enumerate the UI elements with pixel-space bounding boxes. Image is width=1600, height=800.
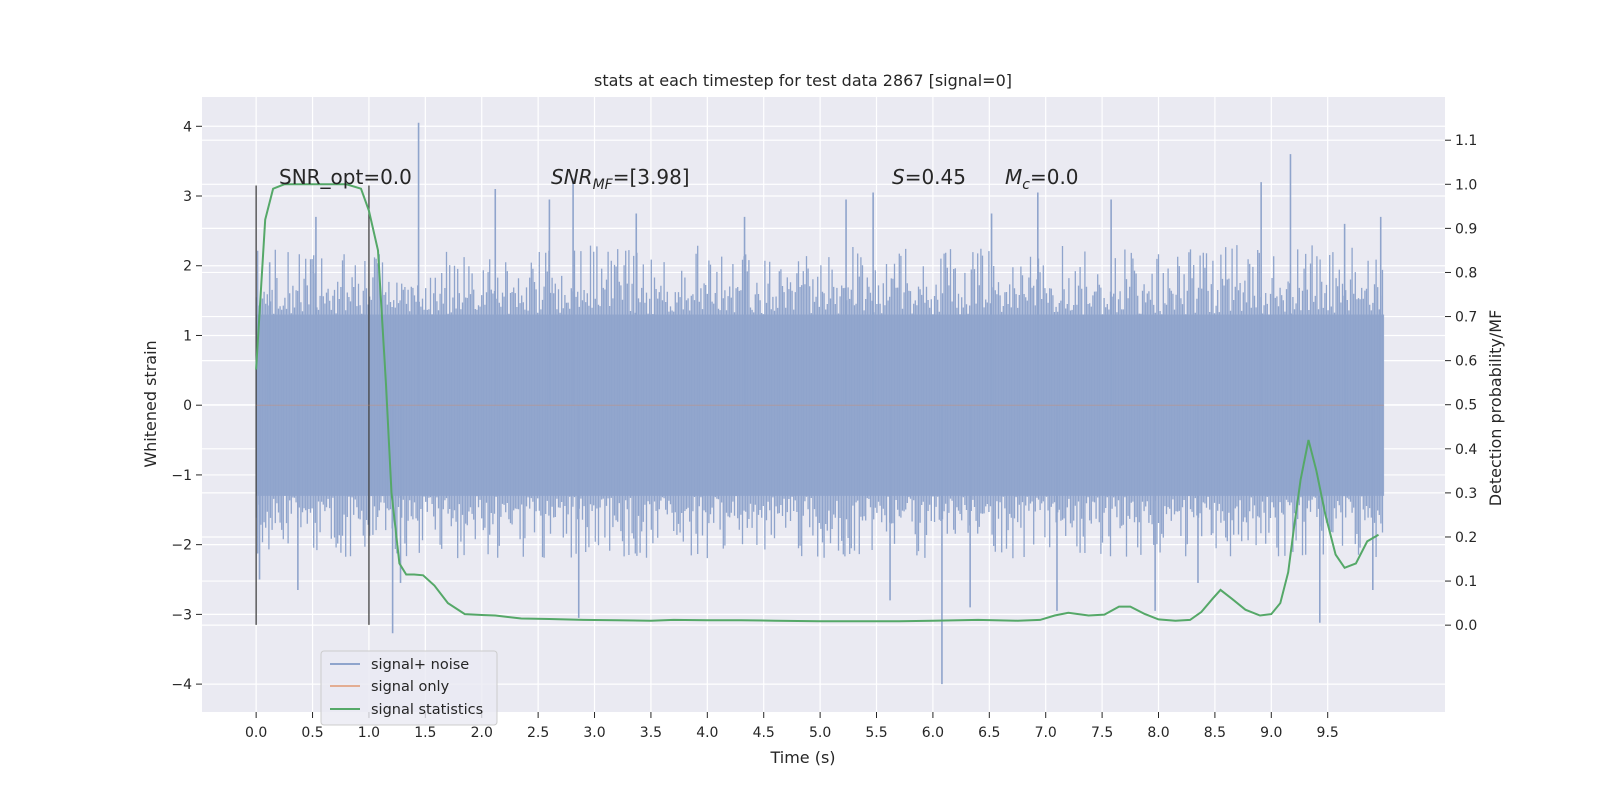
y-axis-label-left: Whitened strain xyxy=(141,340,160,467)
x-tick-label: 7.5 xyxy=(1091,725,1113,741)
y-right-tick-label: 0.1 xyxy=(1455,574,1477,590)
annotation-snr-opt: SNR_opt=0.0 xyxy=(279,165,412,189)
x-tick-label: 5.5 xyxy=(865,725,887,741)
x-tick-label: 0.5 xyxy=(301,725,323,741)
y-tick-label: 0 xyxy=(183,398,192,414)
annotation-mc-var: M xyxy=(1005,165,1022,189)
y-right-tick-label: 0.4 xyxy=(1455,442,1477,458)
x-tick-label: 1.0 xyxy=(358,725,380,741)
noise-core-band xyxy=(256,314,1385,496)
annotation-mc-sub: c xyxy=(1022,177,1030,193)
x-tick-label: 3.5 xyxy=(640,725,662,741)
x-tick-label: 8.5 xyxy=(1204,725,1226,741)
y-right-tick-label: 0.5 xyxy=(1455,398,1477,414)
annotation-snr-mf-base: SNR xyxy=(551,165,593,189)
legend-label-signal-noise: signal+ noise xyxy=(371,657,469,673)
x-tick-label: 9.0 xyxy=(1260,725,1282,741)
x-tick-label: 6.0 xyxy=(922,725,944,741)
y-right-tick-label: 0.8 xyxy=(1455,265,1477,281)
y-right-tick-label: 0.3 xyxy=(1455,486,1477,502)
y-right-tick-label: 0.0 xyxy=(1455,618,1477,634)
legend-label-signal-statistics: signal statistics xyxy=(371,702,483,718)
x-tick-label: 4.5 xyxy=(753,725,775,741)
y-right-tick-label: 0.2 xyxy=(1455,530,1477,546)
annotation-s-value: =0.45 xyxy=(905,165,966,189)
y-tick-label: 2 xyxy=(183,259,192,275)
series-signal-noise xyxy=(255,122,1385,685)
y-tick-label: 4 xyxy=(183,119,192,135)
x-tick-label: 3.0 xyxy=(583,725,605,741)
annotation-mc-value: =0.0 xyxy=(1030,165,1079,189)
y-tick-label: −1 xyxy=(171,468,192,484)
x-ticks: 0.0 0.5 1.0 1.5 2.0 2.5 3.0 3.5 4.0 4.5 5.0 5.5 6.0 6… xyxy=(245,712,1339,741)
x-tick-label: 5.0 xyxy=(809,725,831,741)
signal-statistics-line xyxy=(255,183,1380,623)
y-ticks-right: 0.0 0.1 0.2 0.3 0.4 0.5 0.6 0.7 0.8 0.9 1.0 1.1 xyxy=(1445,133,1477,634)
x-tick-label: 8.0 xyxy=(1147,725,1169,741)
legend-label-signal-only: signal only xyxy=(371,679,450,695)
y-tick-label: −3 xyxy=(171,607,192,623)
x-tick-label: 4.0 xyxy=(696,725,718,741)
x-tick-label: 2.0 xyxy=(471,725,493,741)
y-tick-label: 1 xyxy=(183,328,192,344)
annotation-mc: Mc=0.0 xyxy=(1005,165,1079,193)
annotation-s: S=0.45 xyxy=(892,165,966,189)
x-tick-label: 9.5 xyxy=(1317,725,1339,741)
vertical-markers xyxy=(255,185,1385,625)
y-ticks-left: −4 −3 −2 −1 0 1 2 3 4 xyxy=(171,119,202,693)
chart-title: stats at each timestep for test data 286… xyxy=(594,71,1012,90)
y-right-tick-label: 1.0 xyxy=(1455,177,1477,193)
annotation-snr-mf-sub: MF xyxy=(593,177,614,193)
x-tick-label: 2.5 xyxy=(527,725,549,741)
y-tick-label: −4 xyxy=(171,677,192,693)
y-tick-label: −2 xyxy=(171,538,192,554)
series-signal-statistics xyxy=(255,183,1380,623)
y-tick-label: 3 xyxy=(183,189,192,205)
x-tick-label: 0.0 xyxy=(245,725,267,741)
x-axis-label: Time (s) xyxy=(769,748,835,767)
y-right-tick-label: 1.1 xyxy=(1455,133,1477,149)
y-right-tick-label: 0.9 xyxy=(1455,221,1477,237)
legend-box xyxy=(320,650,498,726)
x-tick-label: 6.5 xyxy=(978,725,1000,741)
y-right-tick-label: 0.6 xyxy=(1455,354,1477,370)
legend: signal+ noise signal only signal statist… xyxy=(320,650,498,726)
x-tick-label: 1.5 xyxy=(414,725,436,741)
y-right-tick-label: 0.7 xyxy=(1455,310,1477,326)
annotation-s-var: S xyxy=(892,165,905,189)
x-tick-label: 7.0 xyxy=(1035,725,1057,741)
annotation-snr-mf: SNRMF=[3.98] xyxy=(551,165,690,193)
annotation-snr-mf-value: =[3.98] xyxy=(613,165,690,189)
y-axis-label-right: Detection probability/MF xyxy=(1486,310,1505,507)
